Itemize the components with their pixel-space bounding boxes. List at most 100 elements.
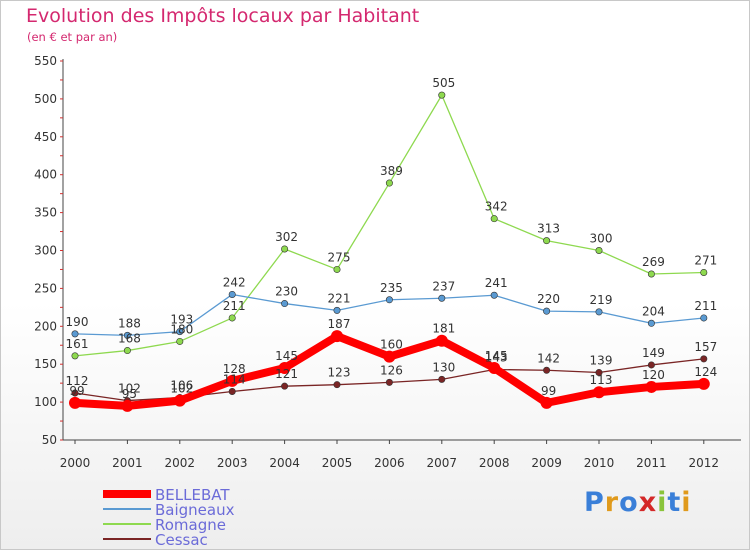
data-point xyxy=(123,347,131,355)
data-point xyxy=(595,308,603,316)
x-tick-label: 2001 xyxy=(112,456,143,470)
logo-letter: x xyxy=(638,487,658,518)
data-label: 313 xyxy=(537,222,560,236)
x-tick-label: 2009 xyxy=(531,456,562,470)
y-tick-label: 300 xyxy=(34,244,57,258)
y-tick-label: 450 xyxy=(34,130,57,144)
data-point xyxy=(647,270,655,278)
data-label: 211 xyxy=(223,299,246,313)
x-tick-label: 2011 xyxy=(636,456,667,470)
data-label: 235 xyxy=(380,281,403,295)
data-point xyxy=(488,361,501,374)
data-point xyxy=(385,378,393,386)
data-point xyxy=(595,247,603,255)
data-label: 160 xyxy=(380,338,403,352)
data-point xyxy=(383,350,396,363)
data-point xyxy=(333,265,341,273)
data-point xyxy=(647,319,655,327)
data-label: 242 xyxy=(223,275,246,289)
data-point xyxy=(281,382,289,390)
data-label: 342 xyxy=(485,200,508,214)
x-tick-label: 2012 xyxy=(689,456,720,470)
logo-letter: r xyxy=(604,487,620,518)
data-label: 123 xyxy=(328,366,351,380)
data-point xyxy=(176,337,184,345)
logo-letter: i xyxy=(657,487,668,518)
data-point xyxy=(71,352,79,360)
data-point xyxy=(226,374,239,387)
data-point xyxy=(123,331,131,339)
data-label: 181 xyxy=(432,322,455,336)
x-tick-label: 2000 xyxy=(60,456,91,470)
data-point xyxy=(333,306,341,314)
data-label: 126 xyxy=(380,363,403,377)
x-tick-label: 2008 xyxy=(479,456,510,470)
data-label: 161 xyxy=(66,337,89,351)
x-tick-label: 2006 xyxy=(374,456,405,470)
data-label: 130 xyxy=(432,360,455,374)
data-point xyxy=(697,377,710,390)
data-label: 113 xyxy=(590,373,613,387)
data-label: 190 xyxy=(66,315,89,329)
data-label: 187 xyxy=(328,317,351,331)
data-label: 112 xyxy=(66,374,89,388)
data-label: 142 xyxy=(537,351,560,365)
y-tick-label: 150 xyxy=(34,357,57,371)
data-label: 145 xyxy=(485,349,508,363)
data-point xyxy=(543,307,551,315)
legend-label-cessac: Cessac xyxy=(155,531,208,549)
logo-letter: i xyxy=(681,487,692,518)
data-point xyxy=(435,334,448,347)
x-tick-label: 2004 xyxy=(269,456,300,470)
data-point xyxy=(385,179,393,187)
data-label: 271 xyxy=(694,253,717,267)
data-point xyxy=(173,394,186,407)
data-point xyxy=(121,399,134,412)
logo-letter: t xyxy=(667,487,682,518)
logo-letter: o xyxy=(619,487,639,518)
y-tick-label: 50 xyxy=(42,433,57,447)
data-point xyxy=(700,355,708,363)
axes: 50 100 150 200 250 300 350 400 450 500 550 2000 2001… xyxy=(34,54,741,470)
proxiti-logo: Proxiti xyxy=(584,487,692,518)
data-label: 241 xyxy=(485,276,508,290)
legend-label-romagne: Romagne xyxy=(155,516,226,534)
data-point xyxy=(69,396,81,409)
data-point xyxy=(71,330,79,338)
data-label: 143 xyxy=(485,351,508,365)
data-label: 275 xyxy=(328,250,351,264)
data-point xyxy=(490,291,498,299)
data-label: 121 xyxy=(275,367,298,381)
data-label: 120 xyxy=(642,368,665,382)
data-label: 102 xyxy=(170,382,193,396)
data-point xyxy=(281,300,289,308)
data-label: 204 xyxy=(642,304,665,318)
data-label: 188 xyxy=(118,316,141,330)
data-point xyxy=(700,268,708,276)
data-point xyxy=(543,237,551,245)
chart-subtitle: (en € et par an) xyxy=(27,30,118,44)
data-point xyxy=(647,361,655,369)
chart-title: Evolution des Impôts locaux par Habitant xyxy=(26,5,420,27)
x-tick-label: 2005 xyxy=(322,456,353,470)
data-label: 168 xyxy=(118,332,141,346)
data-label: 139 xyxy=(590,354,613,368)
data-point xyxy=(176,328,184,336)
data-label: 102 xyxy=(118,382,141,396)
data-point xyxy=(228,314,236,322)
data-point xyxy=(228,387,236,395)
y-tick-label: 400 xyxy=(34,168,57,182)
data-point xyxy=(595,369,603,377)
data-point xyxy=(281,245,289,253)
data-label: 99 xyxy=(541,384,556,398)
data-point xyxy=(645,380,658,393)
y-tick-label: 350 xyxy=(34,206,57,220)
data-label: 128 xyxy=(223,362,246,376)
data-label: 124 xyxy=(694,365,717,379)
data-point xyxy=(543,366,551,374)
x-tick-label: 2010 xyxy=(584,456,615,470)
data-point xyxy=(438,91,446,99)
